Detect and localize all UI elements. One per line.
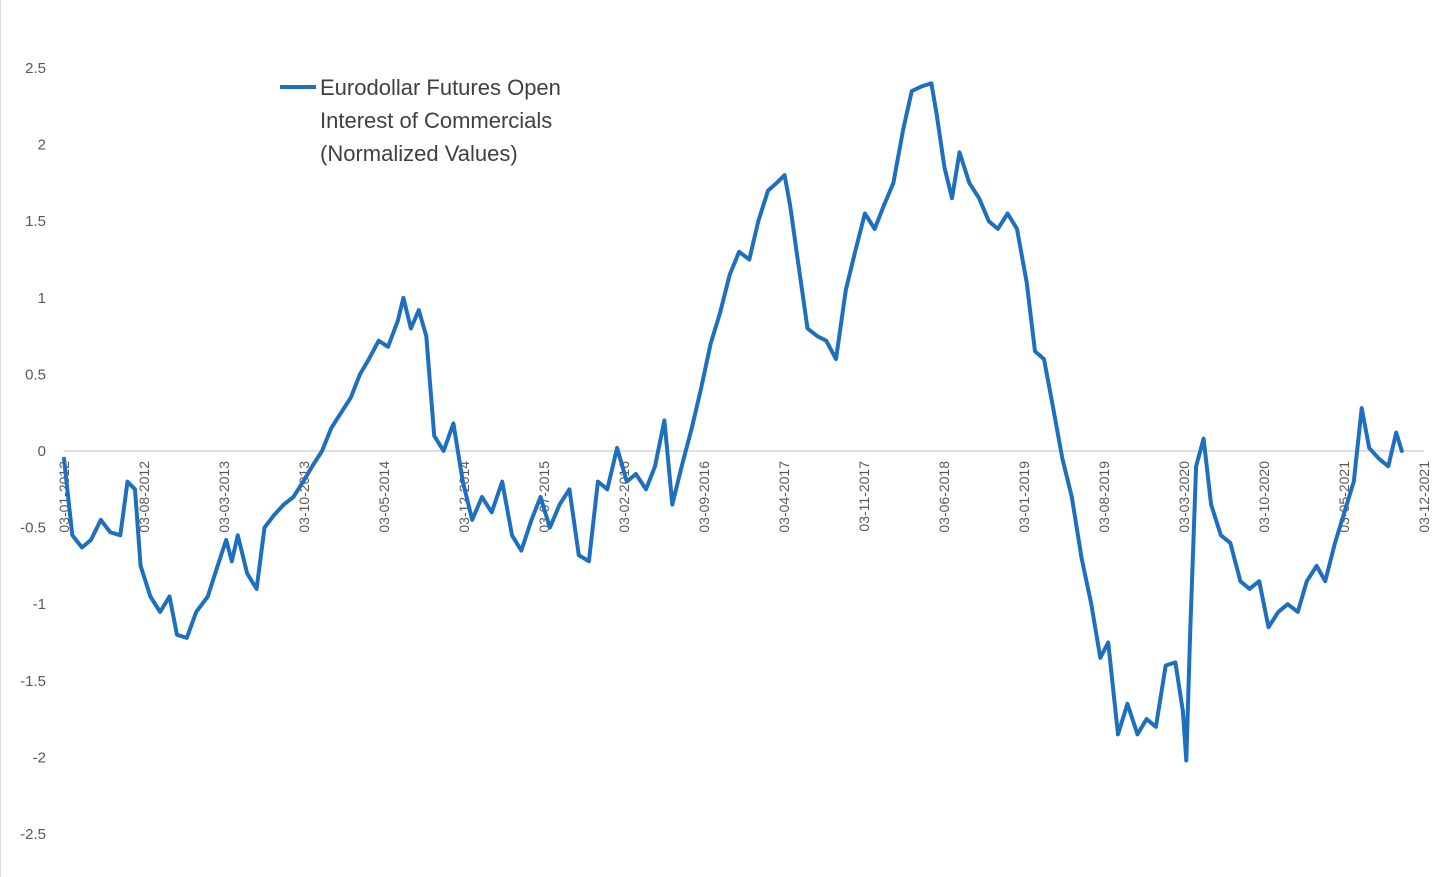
y-axis-tick-labels: 2.5 2 1.5 1 0.5 0 -0.5 -1 -1.5 -2 -2.5 bbox=[20, 60, 46, 843]
y-tick-label: -2 bbox=[33, 749, 46, 766]
series-line bbox=[62, 81, 1404, 763]
y-tick-label: -0.5 bbox=[20, 520, 46, 537]
legend-label-line: Eurodollar Futures Open bbox=[320, 75, 561, 100]
x-tick-label: 03-10-2013 bbox=[296, 461, 312, 533]
x-tick-label: 03-12-2014 bbox=[456, 461, 472, 533]
y-tick-label: 2 bbox=[38, 137, 46, 154]
y-tick-label: -2.5 bbox=[20, 826, 46, 843]
x-tick-label: 03-10-2020 bbox=[1256, 461, 1272, 533]
legend-label: Eurodollar Futures Open Interest of Comme… bbox=[320, 75, 561, 166]
y-tick-label: -1 bbox=[33, 596, 46, 613]
y-tick-label: 1 bbox=[38, 290, 46, 307]
x-tick-label: 03-08-2019 bbox=[1096, 461, 1112, 533]
y-tick-label: 1.5 bbox=[25, 213, 46, 230]
y-tick-label: 2.5 bbox=[25, 60, 46, 77]
legend-label-line: (Normalized Values) bbox=[320, 141, 518, 166]
legend: Eurodollar Futures Open Interest of Comme… bbox=[280, 75, 561, 166]
x-tick-label: 03-08-2012 bbox=[136, 461, 152, 533]
x-tick-label: 03-05-2014 bbox=[376, 461, 392, 533]
x-tick-label: 03-12-2021 bbox=[1416, 461, 1432, 533]
x-tick-label: 03-09-2016 bbox=[696, 461, 712, 533]
y-tick-label: -1.5 bbox=[20, 673, 46, 690]
x-tick-label: 03-01-2019 bbox=[1016, 461, 1032, 533]
x-tick-label: 03-05-2021 bbox=[1336, 461, 1352, 533]
x-tick-label: 03-03-2013 bbox=[216, 461, 232, 533]
x-tick-label: 03-03-2020 bbox=[1176, 461, 1192, 533]
y-tick-label: 0.5 bbox=[25, 366, 46, 383]
y-tick-label: 0 bbox=[38, 443, 46, 460]
x-tick-label: 03-04-2017 bbox=[776, 461, 792, 533]
x-tick-label: 03-06-2018 bbox=[936, 461, 952, 533]
legend-label-line: Interest of Commercials bbox=[320, 108, 552, 133]
x-tick-label: 03-11-2017 bbox=[856, 461, 872, 532]
